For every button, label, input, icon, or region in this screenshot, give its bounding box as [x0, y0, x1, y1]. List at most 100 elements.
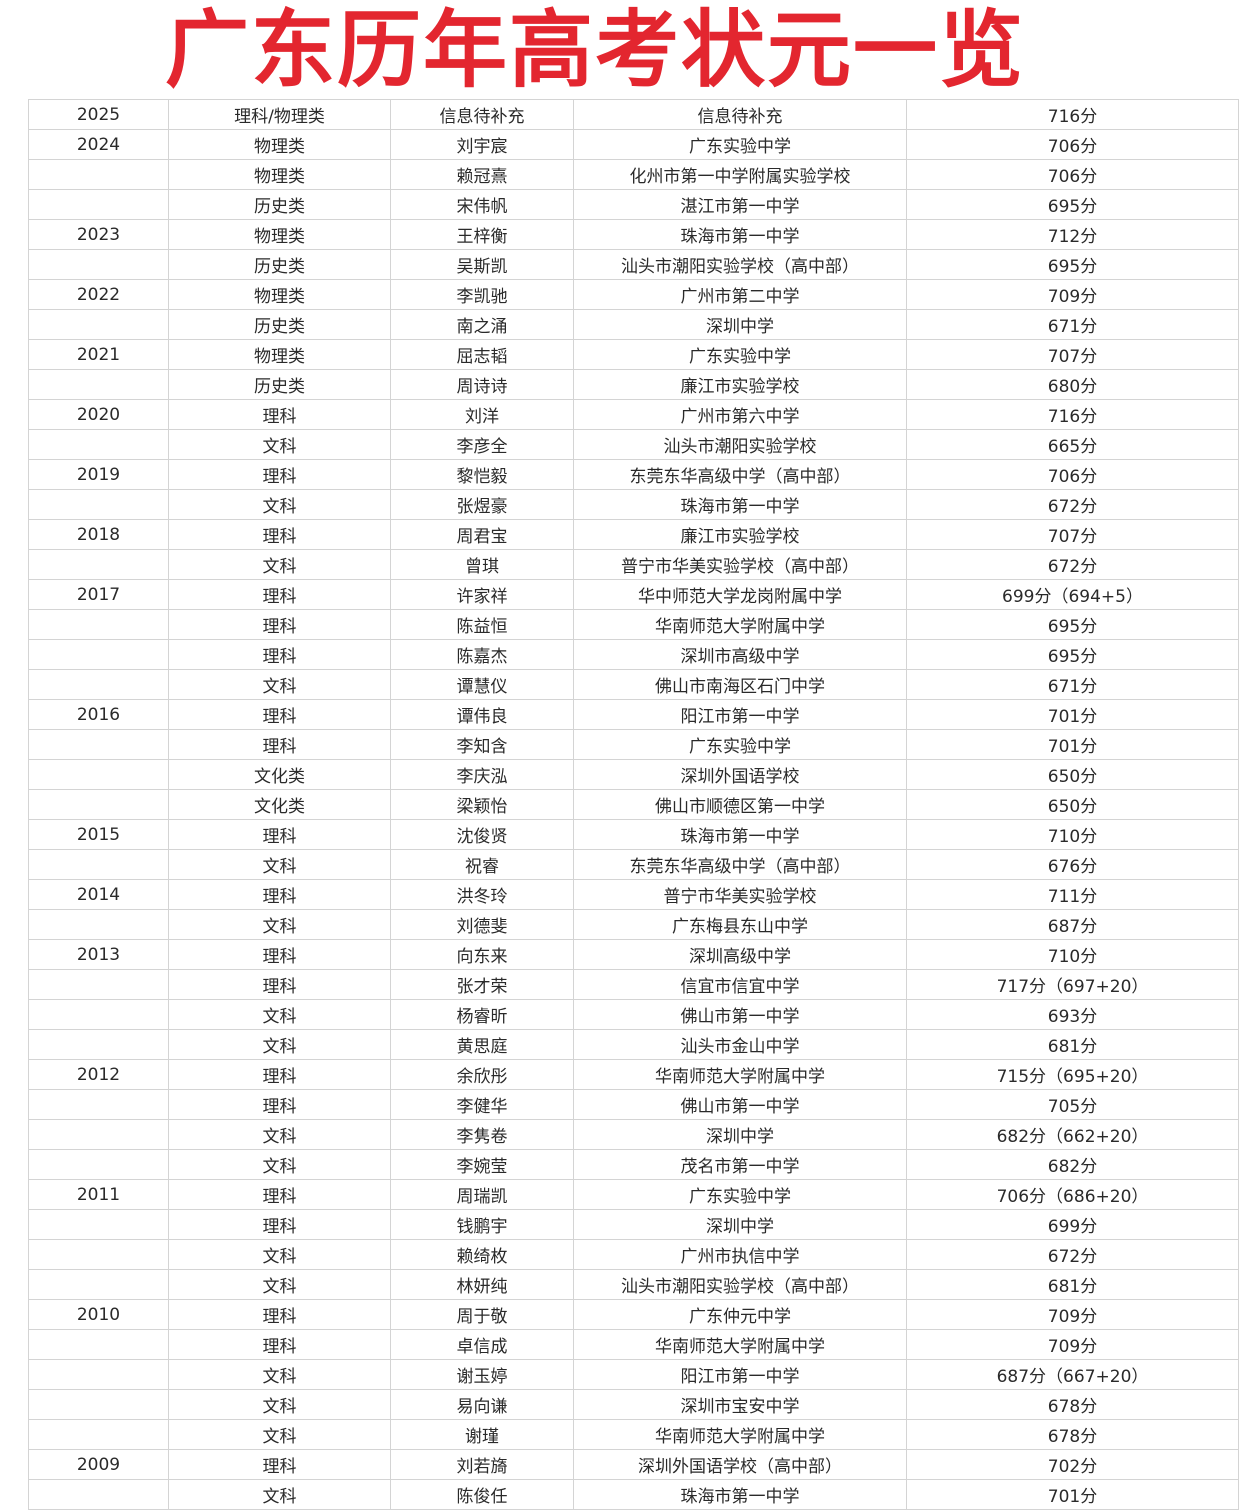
name-cell: 赖绮枚 — [390, 1239, 574, 1270]
school-cell: 汕头市潮阳实验学校 — [573, 429, 907, 460]
school-cell: 华南师范大学附属中学 — [573, 1419, 907, 1450]
score-cell: 671分 — [906, 669, 1239, 700]
table-body: 2025 理科/物理类 信息待补充 信息待补充 716分 2024 物理类 刘宇宸 广东实验中学… — [28, 99, 1239, 1510]
year-cell — [28, 729, 169, 760]
year-cell — [28, 549, 169, 580]
score-cell: 695分 — [906, 249, 1239, 280]
score-cell: 672分 — [906, 549, 1239, 580]
school-cell: 深圳高级中学 — [573, 939, 907, 970]
table-row: 2013 理科 向东来 深圳高级中学 710分 — [28, 939, 1239, 970]
table-row: 2018 理科 周君宝 廉江市实验学校 707分 — [28, 519, 1239, 550]
category-cell: 理科 — [168, 1299, 391, 1330]
table-row: 文科 杨睿昕 佛山市第一中学 693分 — [28, 999, 1239, 1030]
year-cell — [28, 909, 169, 940]
table-row: 2020 理科 刘洋 广州市第六中学 716分 — [28, 399, 1239, 430]
category-cell: 文科 — [168, 1389, 391, 1420]
score-cell: 682分 — [906, 1149, 1239, 1180]
category-cell: 物理类 — [168, 159, 391, 190]
name-cell: 向东来 — [390, 939, 574, 970]
category-cell: 理科 — [168, 459, 391, 490]
school-cell: 廉江市实验学校 — [573, 519, 907, 550]
category-cell: 理科 — [168, 1059, 391, 1090]
score-cell: 706分 — [906, 159, 1239, 190]
name-cell: 吴斯凯 — [390, 249, 574, 280]
category-cell: 理科 — [168, 1329, 391, 1360]
table-row: 理科 钱鹏宇 深圳中学 699分 — [28, 1209, 1239, 1240]
category-cell: 文科 — [168, 669, 391, 700]
school-cell: 化州市第一中学附属实验学校 — [573, 159, 907, 190]
category-cell: 理科 — [168, 1449, 391, 1480]
score-cell: 650分 — [906, 789, 1239, 820]
year-cell: 2014 — [28, 879, 169, 910]
school-cell: 广州市第二中学 — [573, 279, 907, 310]
score-cell: 665分 — [906, 429, 1239, 460]
school-cell: 珠海市第一中学 — [573, 489, 907, 520]
name-cell: 谢瑾 — [390, 1419, 574, 1450]
name-cell: 屈志韬 — [390, 339, 574, 370]
category-cell: 文化类 — [168, 789, 391, 820]
year-cell — [28, 759, 169, 790]
name-cell: 南之涌 — [390, 309, 574, 340]
year-cell — [28, 669, 169, 700]
name-cell: 李凯驰 — [390, 279, 574, 310]
name-cell: 易向谦 — [390, 1389, 574, 1420]
table-row: 2025 理科/物理类 信息待补充 信息待补充 716分 — [28, 99, 1239, 130]
year-cell — [28, 1239, 169, 1270]
year-cell: 2018 — [28, 519, 169, 550]
table-row: 理科 卓信成 华南师范大学附属中学 709分 — [28, 1329, 1239, 1360]
table-row: 文科 张煜豪 珠海市第一中学 672分 — [28, 489, 1239, 520]
table-row: 文科 刘德斐 广东梅县东山中学 687分 — [28, 909, 1239, 940]
year-cell — [28, 369, 169, 400]
category-cell: 理科/物理类 — [168, 99, 391, 130]
category-cell: 文科 — [168, 489, 391, 520]
score-cell: 671分 — [906, 309, 1239, 340]
year-cell — [28, 1119, 169, 1150]
name-cell: 李健华 — [390, 1089, 574, 1120]
score-cell: 717分（697+20） — [906, 969, 1239, 1000]
table-row: 文科 谭慧仪 佛山市南海区石门中学 671分 — [28, 669, 1239, 700]
score-cell: 710分 — [906, 819, 1239, 850]
school-cell: 华南师范大学附属中学 — [573, 1059, 907, 1090]
score-cell: 706分（686+20） — [906, 1179, 1239, 1210]
table-row: 文科 易向谦 深圳市宝安中学 678分 — [28, 1389, 1239, 1420]
school-cell: 深圳中学 — [573, 309, 907, 340]
table-row: 文科 曾琪 普宁市华美实验学校（高中部） 672分 — [28, 549, 1239, 580]
category-cell: 文科 — [168, 1149, 391, 1180]
name-cell: 谭慧仪 — [390, 669, 574, 700]
table-row: 物理类 赖冠熹 化州市第一中学附属实验学校 706分 — [28, 159, 1239, 190]
name-cell: 宋伟帆 — [390, 189, 574, 220]
category-cell: 文科 — [168, 1419, 391, 1450]
school-cell: 深圳中学 — [573, 1119, 907, 1150]
score-cell: 706分 — [906, 459, 1239, 490]
table-row: 历史类 吴斯凯 汕头市潮阳实验学校（高中部） 695分 — [28, 249, 1239, 280]
table-row: 2010 理科 周于敬 广东仲元中学 709分 — [28, 1299, 1239, 1330]
name-cell: 周诗诗 — [390, 369, 574, 400]
category-cell: 理科 — [168, 879, 391, 910]
school-cell: 深圳市宝安中学 — [573, 1389, 907, 1420]
year-cell: 2010 — [28, 1299, 169, 1330]
score-cell: 716分 — [906, 399, 1239, 430]
year-cell: 2012 — [28, 1059, 169, 1090]
name-cell: 谢玉婷 — [390, 1359, 574, 1390]
table-row: 文科 陈俊任 珠海市第一中学 701分 — [28, 1479, 1239, 1510]
name-cell: 刘德斐 — [390, 909, 574, 940]
year-cell — [28, 309, 169, 340]
category-cell: 文化类 — [168, 759, 391, 790]
category-cell: 文科 — [168, 999, 391, 1030]
name-cell: 曾琪 — [390, 549, 574, 580]
year-cell: 2022 — [28, 279, 169, 310]
name-cell: 李隽卷 — [390, 1119, 574, 1150]
score-cell: 701分 — [906, 729, 1239, 760]
table-row: 文科 李彦全 汕头市潮阳实验学校 665分 — [28, 429, 1239, 460]
score-cell: 710分 — [906, 939, 1239, 970]
category-cell: 文科 — [168, 909, 391, 940]
school-cell: 茂名市第一中学 — [573, 1149, 907, 1180]
school-cell: 汕头市潮阳实验学校（高中部） — [573, 249, 907, 280]
year-cell — [28, 489, 169, 520]
score-cell: 707分 — [906, 339, 1239, 370]
category-cell: 物理类 — [168, 279, 391, 310]
year-cell — [28, 249, 169, 280]
table-row: 2017 理科 许家祥 华中师范大学龙岗附属中学 699分（694+5） — [28, 579, 1239, 610]
category-cell: 理科 — [168, 519, 391, 550]
score-cell: 712分 — [906, 219, 1239, 250]
